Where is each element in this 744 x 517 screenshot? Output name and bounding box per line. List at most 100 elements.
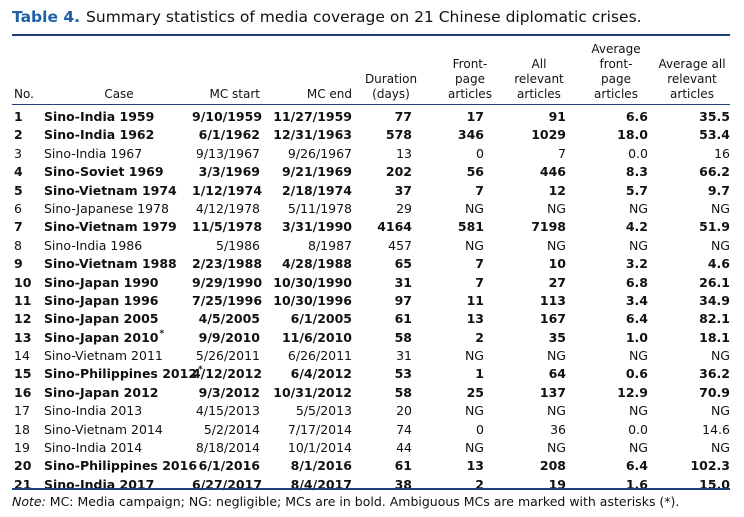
table-row: 1 Sino-India 1959 9/10/1959 11/27/1959 77 17 9… bbox=[0, 107, 744, 125]
cell-no: 16 bbox=[14, 384, 32, 400]
column-header-avg-front: Average front- page articles bbox=[591, 42, 641, 101]
case-name: Sino-Japanese 1978 bbox=[44, 200, 169, 216]
table-row: 16 Sino-Japan 2012 9/3/2012 10/31/2012 58 25 1… bbox=[0, 383, 744, 401]
cell-mc-start: 6/27/2017 bbox=[192, 476, 263, 492]
cell-all: 12 bbox=[548, 182, 566, 198]
cell-avg-front: 6.6 bbox=[625, 109, 648, 124]
cell-mc-start: 1/12/1974 bbox=[192, 182, 263, 198]
column-header-mc-start: MC start bbox=[209, 87, 261, 101]
case-name: Sino-Japan 2012 bbox=[44, 384, 159, 400]
cell-avg-front: 18.0 bbox=[617, 127, 648, 143]
case-name: Sino-Japan 1996 bbox=[44, 292, 159, 308]
cell-case: Sino-India 1967 bbox=[44, 145, 194, 162]
cell-duration: 44 bbox=[396, 440, 412, 456]
cell-avg-front: NG bbox=[628, 237, 648, 253]
cell-case: Sino-India 1962 bbox=[44, 126, 194, 143]
cell-no: 4 bbox=[14, 164, 23, 180]
cell-case: Sino-India 1986 bbox=[44, 237, 194, 254]
cell-duration: 58 bbox=[394, 384, 412, 400]
cell-case: Sino-Japan 1990 bbox=[44, 274, 194, 291]
cell-avg-front: 6.8 bbox=[625, 274, 648, 290]
column-header-case: Case bbox=[104, 87, 134, 101]
cell-avg-front: NG bbox=[628, 348, 648, 364]
cell-front: 0 bbox=[476, 145, 484, 161]
table-row: 9 Sino-Vietnam 1988 2/23/1988 4/28/1988 65 7 1… bbox=[0, 254, 744, 272]
case-name: Sino-Japan 2010 bbox=[44, 329, 159, 345]
cell-no: 1 bbox=[14, 109, 23, 124]
cell-duration: 58 bbox=[394, 329, 412, 345]
cell-front: NG bbox=[464, 440, 484, 456]
column-header-all: All relevant articles bbox=[514, 57, 564, 101]
cell-avg-all: 51.9 bbox=[699, 219, 730, 235]
case-name: Sino-India 1959 bbox=[44, 109, 155, 124]
cell-mc-end: 3/31/1990 bbox=[281, 219, 352, 235]
cell-mc-start: 9/3/2012 bbox=[198, 384, 260, 400]
case-name: Sino-Vietnam 1988 bbox=[44, 256, 177, 272]
cell-mc-end: 6/1/2005 bbox=[290, 311, 352, 327]
cell-all: 167 bbox=[539, 311, 566, 327]
cell-avg-front: 6.4 bbox=[625, 458, 648, 474]
cell-all: 446 bbox=[539, 164, 566, 180]
cell-mc-start: 3/3/1969 bbox=[198, 164, 260, 180]
cell-duration: 31 bbox=[394, 274, 412, 290]
cell-all: NG bbox=[546, 440, 566, 456]
cell-mc-start: 6/1/1962 bbox=[198, 127, 260, 143]
cell-case: Sino-India 2013 bbox=[44, 402, 194, 419]
cell-duration: 74 bbox=[396, 421, 412, 437]
cell-mc-end: 10/31/2012 bbox=[273, 384, 352, 400]
cell-no: 17 bbox=[14, 403, 30, 419]
cell-all: 10 bbox=[548, 256, 566, 272]
cell-avg-all: 4.6 bbox=[707, 256, 730, 272]
cell-duration: 53 bbox=[394, 366, 412, 382]
cell-no: 9 bbox=[14, 256, 23, 272]
cell-mc-end: 7/17/2014 bbox=[287, 421, 352, 437]
cell-mc-end: 5/11/1978 bbox=[287, 200, 352, 216]
cell-all: NG bbox=[546, 237, 566, 253]
cell-front: NG bbox=[464, 348, 484, 364]
cell-case: Sino-Japan 1996 bbox=[44, 292, 194, 309]
cell-mc-start: 6/1/2016 bbox=[198, 458, 260, 474]
cell-avg-all: 14.6 bbox=[702, 421, 730, 437]
cell-avg-front: 0.6 bbox=[625, 366, 648, 382]
cell-front: 11 bbox=[466, 292, 484, 308]
table-row: 10 Sino-Japan 1990 9/29/1990 10/30/1990 31 7 2… bbox=[0, 273, 744, 291]
cell-case: Sino-Vietnam 2011 bbox=[44, 347, 194, 364]
cell-duration: 13 bbox=[396, 145, 412, 161]
cell-mc-end: 9/26/1967 bbox=[287, 145, 352, 161]
cell-case: Sino-Vietnam 1979 bbox=[44, 218, 194, 235]
cell-avg-all: 82.1 bbox=[699, 311, 730, 327]
cell-avg-front: 1.0 bbox=[625, 329, 648, 345]
table-body: 1 Sino-India 1959 9/10/1959 11/27/1959 77 17 9… bbox=[0, 107, 744, 493]
column-header-duration: Duration (days) bbox=[364, 72, 418, 101]
cell-avg-all: 9.7 bbox=[707, 182, 730, 198]
cell-avg-all: NG bbox=[710, 403, 730, 419]
cell-mc-start: 4/5/2005 bbox=[198, 311, 260, 327]
cell-front: NG bbox=[464, 237, 484, 253]
cell-duration: 65 bbox=[394, 256, 412, 272]
cell-avg-front: NG bbox=[628, 200, 648, 216]
cell-duration: 20 bbox=[396, 403, 412, 419]
cell-avg-all: NG bbox=[710, 348, 730, 364]
cell-front: 56 bbox=[466, 164, 484, 180]
cell-avg-front: NG bbox=[628, 440, 648, 456]
table-row: 12 Sino-Japan 2005 4/5/2005 6/1/2005 61 13 167… bbox=[0, 309, 744, 327]
cell-front: 7 bbox=[475, 182, 484, 198]
ambiguous-marker: * bbox=[159, 328, 165, 339]
cell-all: 36 bbox=[550, 421, 566, 437]
column-header-front: Front- page articles bbox=[448, 57, 492, 101]
cell-mc-start: 9/9/2010 bbox=[198, 329, 260, 345]
cell-all: NG bbox=[546, 200, 566, 216]
cell-mc-start: 4/15/2013 bbox=[195, 403, 260, 419]
cell-avg-all: 18.1 bbox=[699, 329, 730, 345]
table-row: 11 Sino-Japan 1996 7/25/1996 10/30/1996 97 11… bbox=[0, 291, 744, 309]
cell-avg-front: NG bbox=[628, 403, 648, 419]
case-name: Sino-India 1967 bbox=[44, 145, 143, 161]
column-header-mc-end: MC end bbox=[306, 87, 352, 101]
cell-no: 2 bbox=[14, 127, 23, 143]
cell-no: 6 bbox=[14, 200, 22, 216]
cell-duration: 37 bbox=[394, 182, 412, 198]
cell-all: NG bbox=[546, 348, 566, 364]
cell-case: Sino-India 1959 bbox=[44, 108, 194, 125]
cell-case: Sino-Soviet 1969 bbox=[44, 163, 194, 180]
case-name: Sino-Vietnam 1979 bbox=[44, 219, 177, 235]
